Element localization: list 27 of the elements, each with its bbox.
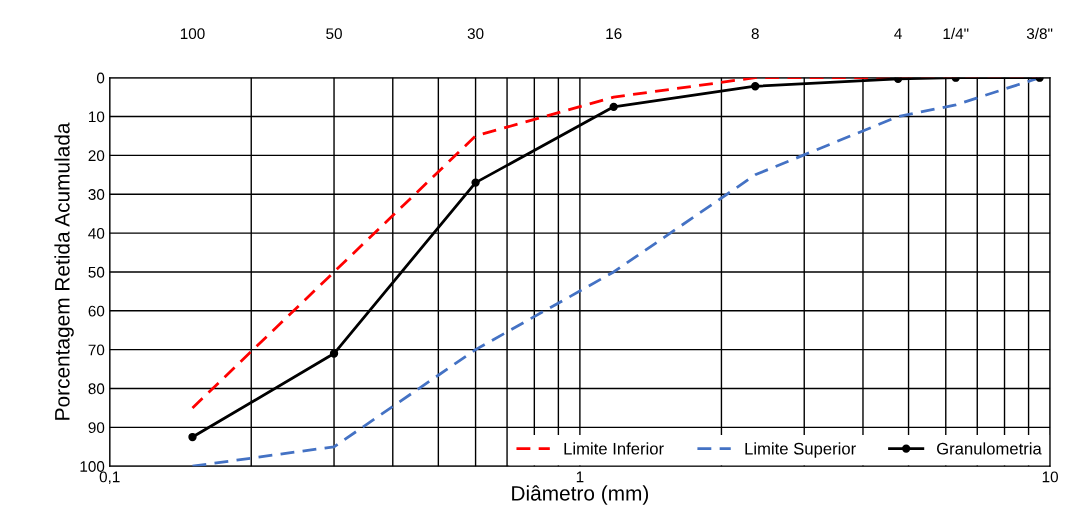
y-tick-label: 10 bbox=[89, 111, 105, 123]
text: 3/8" bbox=[1026, 27, 1053, 40]
y-tick-label: 90 bbox=[88, 422, 105, 434]
x-axis-title: Diâmetro (mm) bbox=[512, 485, 649, 505]
legend-label: Limite Superior bbox=[745, 442, 856, 458]
y-tick-label: 50 bbox=[88, 266, 105, 278]
x-tick-label: 1 bbox=[576, 471, 584, 483]
text: 50 bbox=[326, 28, 342, 40]
text: 8 bbox=[751, 28, 759, 40]
text: 4 bbox=[894, 28, 902, 39]
y-tick-label: 0 bbox=[96, 72, 105, 84]
text: 30 bbox=[467, 28, 484, 40]
y-tick-label: 20 bbox=[88, 150, 105, 162]
legend-label: Granulometria bbox=[937, 442, 1042, 455]
y-tick-label: 30 bbox=[88, 189, 105, 200]
y-tick-label: 70 bbox=[88, 344, 105, 356]
text: 100 bbox=[180, 28, 205, 40]
x-tick-label: 0,1 bbox=[99, 471, 120, 485]
y-tick-label: 100 bbox=[80, 461, 105, 472]
legend-label: Limite Inferior bbox=[564, 442, 664, 455]
text: 1/4" bbox=[943, 27, 969, 40]
y-tick-label: 60 bbox=[88, 305, 105, 317]
x-tick-label: 10 bbox=[1042, 471, 1058, 483]
y-axis-title: Porcentagem Retida Acumulada bbox=[54, 122, 74, 420]
y-tick-label: 40 bbox=[88, 227, 105, 239]
y-tick-label: 80 bbox=[88, 383, 105, 395]
text: 16 bbox=[606, 28, 622, 40]
